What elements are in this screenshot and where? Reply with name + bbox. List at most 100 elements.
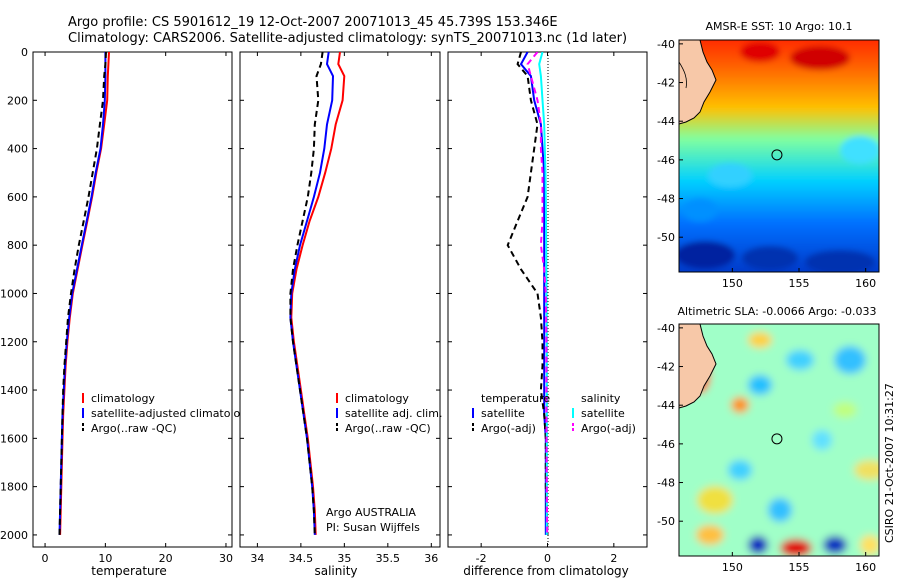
sla-eddy	[768, 498, 792, 522]
legend-label: Argo(..raw -QC)	[345, 422, 431, 435]
sst-feature	[805, 250, 875, 272]
difference-series	[506, 52, 549, 535]
temperature-axes-box	[32, 51, 233, 548]
sst-map-field	[679, 40, 879, 272]
map-y-tick-label: -42	[657, 361, 675, 374]
sst-feature	[679, 241, 735, 269]
temperature-panel: 0 10 20 30 0 200 400 600 800 1000 1200 1400 1600 1800…	[0, 46, 254, 578]
legend-label: satellite	[481, 407, 525, 420]
sla-map-ticks: 150 155 160 -40 -42 -44 -46 -48 -50	[657, 322, 876, 574]
pi-label: PI: Susan Wijffels	[326, 521, 420, 534]
salinity-panel: 34 34.5 35 35.5 36 salinity climatology satel…	[239, 51, 442, 578]
salinity-legend: climatology satellite adj. clim. Argo(..ra…	[336, 392, 442, 435]
x-tick-label: 2	[610, 552, 617, 565]
x-tick-label: 34.5	[289, 552, 314, 565]
legend-label: climatology	[345, 392, 409, 405]
y-tick-label: 800	[7, 239, 28, 252]
sst-map-ticks: 150 155 160 -40 -42 -44 -46 -48 -50	[657, 38, 876, 290]
sst-coastline-detail	[679, 61, 687, 89]
csiro-timestamp: CSIRO 21-Oct-2007 10:31:27	[883, 383, 896, 543]
difference-legend: temperature satellite Argo(-adj) salinity sa…	[472, 392, 636, 435]
sst-feature	[708, 163, 752, 187]
x-tick-label: 35	[337, 552, 351, 565]
sst-float-marker	[771, 149, 783, 161]
x-tick-label: 35.5	[376, 552, 401, 565]
temperature-series	[58, 52, 110, 535]
x-tick-label: 36	[424, 552, 438, 565]
legend-label: Argo(-adj)	[581, 422, 636, 435]
y-tick-label: 0	[21, 46, 28, 59]
map-y-tick-label: -44	[657, 399, 675, 412]
map-y-tick-label: -46	[657, 438, 675, 451]
map-y-tick-label: -44	[657, 115, 675, 128]
sla-eddy	[834, 346, 866, 374]
legend-label: climatology	[91, 392, 155, 405]
map-y-tick-label: -50	[657, 515, 675, 528]
sla-eddy	[697, 486, 733, 514]
legend-label: satellite-adjusted climatology	[91, 407, 254, 420]
y-tick-label: 1000	[0, 287, 28, 300]
legend-group-heading: temperature	[481, 392, 550, 405]
map-x-tick-label: 155	[789, 277, 810, 290]
salinity-xlabel: salinity	[314, 564, 357, 578]
sla-eddy	[860, 535, 879, 555]
y-tick-label: 1400	[0, 384, 28, 397]
x-tick-label: -2	[476, 552, 487, 565]
map-x-tick-label: 150	[722, 277, 743, 290]
map-x-tick-label: 155	[789, 561, 810, 574]
y-tick-label: 1200	[0, 336, 28, 349]
x-tick-label: 20	[159, 552, 173, 565]
sla-eddy	[786, 350, 814, 370]
legend-label: satellite adj. clim.	[345, 407, 442, 420]
sla-eddy	[780, 539, 812, 556]
x-tick-label: 0	[42, 552, 49, 565]
temperature-legend: climatology satellite-adjusted climatolog…	[82, 392, 254, 435]
sla-land-mass	[679, 324, 717, 409]
sst-map-panel: AMSR-E SST: 10 Argo: 10.1 150 155 160 -40 -4…	[657, 20, 880, 290]
legend-label: satellite	[581, 407, 625, 420]
sla-map-field	[679, 324, 879, 556]
series-line	[289, 52, 324, 535]
y-tick-label: 1800	[0, 481, 28, 494]
sla-eddy	[728, 460, 752, 480]
sst-feature	[740, 42, 780, 62]
map-x-tick-label: 160	[855, 561, 876, 574]
series-line	[526, 52, 549, 535]
sla-eddy	[696, 525, 724, 545]
x-tick-label: 30	[219, 552, 233, 565]
legend-group-heading: salinity	[581, 392, 621, 405]
sst-feature	[840, 136, 879, 164]
salinity-series	[289, 52, 346, 535]
sla-map-frame	[678, 323, 880, 557]
sst-feature	[790, 46, 850, 70]
map-x-tick-label: 160	[855, 277, 876, 290]
argo-program-label: Argo AUSTRALIA	[326, 506, 416, 519]
sla-map-title: Altimetric SLA: -0.0066 Argo: -0.033	[678, 305, 877, 318]
legend-label: Argo(..raw -QC)	[91, 422, 177, 435]
x-tick-label: 0	[544, 552, 551, 565]
sst-feature	[742, 246, 798, 270]
salinity-axes-box	[239, 51, 441, 548]
map-y-tick-label: -50	[657, 231, 675, 244]
sst-map-title: AMSR-E SST: 10 Argo: 10.1	[705, 20, 852, 33]
temperature-xlabel: temperature	[91, 564, 166, 578]
temperature-ticks: 0 10 20 30 0 200 400 600 800 1000 1200 1400 1600 1800…	[0, 46, 233, 565]
sla-eddy	[823, 536, 847, 554]
salinity-ticks: 34 34.5 35 35.5 36	[240, 51, 440, 565]
sla-eddy	[748, 332, 772, 348]
sst-feature	[682, 198, 718, 222]
figure-title-line2: Climatology: CARS2006. Satellite-adjuste…	[68, 31, 627, 46]
map-y-tick-label: -48	[657, 477, 675, 490]
difference-xlabel: difference from climatology	[463, 564, 629, 578]
y-tick-label: 1600	[0, 432, 28, 445]
sla-eddy	[812, 430, 832, 450]
sla-eddy	[748, 536, 768, 554]
sla-eddy	[748, 375, 772, 395]
y-tick-label: 200	[7, 94, 28, 107]
sla-eddy	[833, 402, 857, 418]
figure-title-line1: Argo profile: CS 5901612_19 12-Oct-2007 …	[68, 15, 558, 30]
y-tick-label: 2000	[0, 529, 28, 542]
x-tick-label: 10	[98, 552, 112, 565]
y-tick-label: 600	[7, 191, 28, 204]
